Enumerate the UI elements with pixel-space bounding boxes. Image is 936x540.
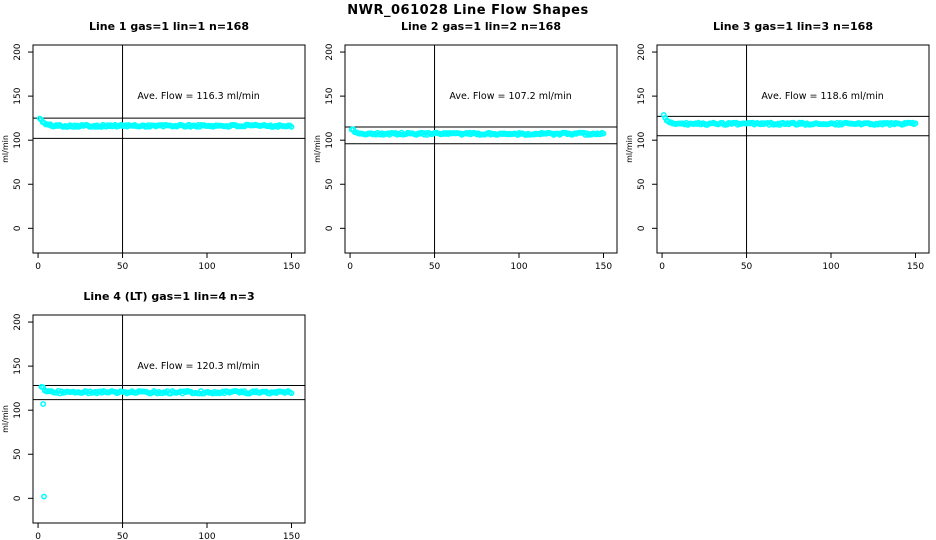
x-tick-label: 0: [35, 532, 41, 540]
x-tick-label: 100: [510, 262, 527, 270]
plot-frame: [344, 44, 618, 254]
empty-cell: [624, 288, 936, 540]
y-tick-label: 150: [13, 357, 23, 374]
panel-title: Line 3 gas=1 lin=3 n=168: [712, 20, 873, 33]
x-tick-label: 50: [429, 262, 441, 270]
y-tick-label: 150: [637, 87, 647, 104]
panel-line-1-plot: 0 50 100 150 0 50 100 150 200 ml/min Ave. Flow = 1…: [1, 43, 306, 270]
panel-line-2-plot: 0 50 100 150 0 50 100 150 200 ml/min Ave. Flow = 1…: [313, 43, 618, 270]
y-tick-label: 200: [13, 313, 23, 330]
x-tick-label: 50: [741, 262, 753, 270]
y-tick-label: 0: [13, 225, 23, 231]
x-tick-label: 150: [595, 262, 612, 270]
panel-line-4: 0 50 100 150 0 50 100 150 200 ml/min Ave. Flow = 1…: [0, 288, 312, 540]
panel-line-1: 0 50 100 150 0 50 100 150 200 ml/min Ave. Flow = 1…: [0, 18, 312, 270]
panel-title: Line 4 (LT) gas=1 lin=4 n=3: [83, 290, 255, 303]
plot-frame: [32, 314, 306, 524]
y-tick-label: 100: [637, 131, 647, 148]
y-tick-label: 100: [13, 131, 23, 148]
flow-annotation: Ave. Flow = 118.6 ml/min: [761, 91, 883, 102]
outlier-data-point: [40, 401, 47, 407]
x-tick-label: 100: [198, 262, 215, 270]
data-point: [600, 130, 607, 137]
x-tick-label: 50: [117, 262, 129, 270]
x-tick-label: 100: [198, 532, 215, 540]
x-tick-label: 50: [117, 532, 129, 540]
y-axis-label: ml/min: [1, 405, 10, 433]
flow-annotation: Ave. Flow = 107.2 ml/min: [449, 91, 571, 102]
y-tick-label: 100: [13, 401, 23, 418]
y-tick-label: 50: [13, 178, 23, 190]
y-tick-label: 50: [637, 178, 647, 190]
panel-line-4-plot: 0 50 100 150 0 50 100 150 200 ml/min Ave. Flow = 1…: [1, 313, 306, 540]
y-tick-label: 0: [637, 225, 647, 231]
flow-annotation: Ave. Flow = 116.3 ml/min: [137, 91, 259, 102]
empty-cell: [312, 288, 624, 540]
x-tick-label: 150: [907, 262, 924, 270]
data-point: [912, 120, 919, 127]
y-tick-label: 50: [325, 178, 335, 190]
y-axis-label: ml/min: [1, 135, 10, 163]
outlier-data-point: [41, 493, 47, 500]
data-point: [288, 123, 295, 130]
data-point: [288, 390, 295, 397]
panel-title: Line 1 gas=1 lin=1 n=168: [88, 20, 249, 33]
panel-grid: 0 50 100 150 0 50 100 150 200 ml/min Ave. Flow = 1…: [0, 18, 936, 540]
panel-title: Line 2 gas=1 lin=2 n=168: [400, 20, 561, 33]
y-axis-label: ml/min: [313, 135, 322, 163]
y-tick-label: 200: [637, 43, 647, 60]
y-tick-label: 0: [325, 225, 335, 231]
y-axis-label: ml/min: [625, 135, 634, 163]
panel-line-2: 0 50 100 150 0 50 100 150 200 ml/min Ave. Flow = 1…: [312, 18, 624, 270]
flow-annotation: Ave. Flow = 120.3 ml/min: [137, 361, 259, 372]
x-tick-label: 150: [283, 262, 300, 270]
plot-frame: [32, 44, 306, 254]
plot-frame: [656, 44, 930, 254]
y-tick-label: 150: [13, 87, 23, 104]
x-tick-label: 0: [347, 262, 353, 270]
x-tick-label: 100: [822, 262, 839, 270]
y-tick-label: 200: [325, 43, 335, 60]
panel-line-3-plot: 0 50 100 150 0 50 100 150 200 ml/min Ave. Flow = 1…: [625, 43, 930, 270]
page-title: NWR_061028 Line Flow Shapes: [347, 3, 589, 18]
y-tick-label: 50: [13, 448, 23, 460]
panel-line-3: 0 50 100 150 0 50 100 150 200 ml/min Ave. Flow = 1…: [624, 18, 936, 270]
x-tick-label: 150: [283, 532, 300, 540]
y-tick-label: 150: [325, 87, 335, 104]
x-tick-label: 0: [35, 262, 41, 270]
x-tick-label: 0: [659, 262, 665, 270]
y-tick-label: 100: [325, 131, 335, 148]
y-tick-label: 0: [13, 495, 23, 501]
y-tick-label: 200: [13, 43, 23, 60]
